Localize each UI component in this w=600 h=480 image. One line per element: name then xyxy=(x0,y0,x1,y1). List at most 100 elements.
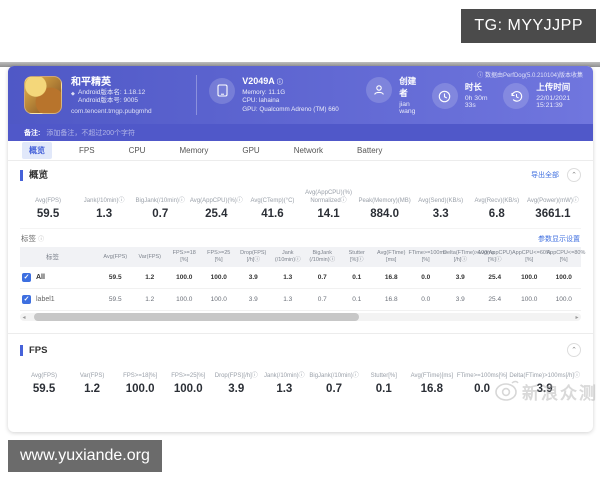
fps-stat-ftime-ge100: FTime>=100ms[%] 0.0 xyxy=(456,372,508,396)
collapse-overview-button[interactable]: ⌃ xyxy=(567,168,581,182)
scrollbar-thumb[interactable] xyxy=(34,313,360,321)
app-info: 和平精英 ◆ Android版本名: 1.18.12 Android版本号: 90… xyxy=(71,76,192,115)
fps-stat-delta-ftime: Delta(FTime)>100ms[/h]ⓘ 3.9 xyxy=(509,372,580,396)
col-avg-ftime: Avg(FTime) [ms] xyxy=(374,247,409,267)
stat-avg-send: Avg(Send)(KB/s) 3.3 xyxy=(418,197,464,221)
metric-tabs: 概览 FPS CPU Memory GPU Network Battery xyxy=(8,141,593,161)
tab-cpu[interactable]: CPU xyxy=(128,146,146,155)
tab-memory[interactable]: Memory xyxy=(179,146,209,155)
card-top-shadow xyxy=(0,62,600,67)
fps-stat-avg-ftime: Avg(FTime)[ms] 16.8 xyxy=(410,372,453,396)
label-info-icon[interactable]: ⓘ xyxy=(38,237,45,243)
label-stats-table: 标签 Avg(FPS) Var(FPS) FPS>=18 [%] FPS>=25[… xyxy=(20,247,585,311)
fps-stats-row: Avg(FPS) 59.5 Var(FPS) 1.2 FPS>=18[%] 100.0… xyxy=(20,365,581,396)
game-app-icon xyxy=(24,76,62,114)
creator-info: 创建者 jian wang xyxy=(366,75,418,115)
header-divider xyxy=(196,75,198,115)
phone-icon xyxy=(209,77,236,104)
table-row-all[interactable]: ✓ All 59.5 1.2 100.0 100.0 3.9 1.3 0.7 0.1 16.8 0.… xyxy=(20,267,581,289)
upload-time-value: 22/01/2021 15:21:39 xyxy=(536,95,571,109)
tab-fps[interactable]: FPS xyxy=(79,146,95,155)
stat-bigjank: BigJank(/10min)ⓘ 0.7 xyxy=(135,197,185,221)
fps-section-title: FPS xyxy=(20,344,47,356)
device-model: V2049A xyxy=(242,75,275,86)
col-delta-ftime: Delta(FTime)>100ms [/h]ⓘ xyxy=(443,247,495,267)
checkbox-label1[interactable]: ✓ xyxy=(22,295,31,304)
col-fps-ge25: FPS>=25 [%] xyxy=(201,247,236,267)
row-label: All xyxy=(36,274,45,281)
col-bigjank: BigJank (/10min)ⓘ xyxy=(305,247,340,267)
stat-avg-appcpu-normalized: Avg(AppCPU)(%) Normalizedⓘ 14.1 xyxy=(305,190,352,220)
fps-stat-var: Var(FPS) 1.2 xyxy=(79,372,105,396)
version-bullet-icon: ◆ xyxy=(71,90,75,97)
stat-jank: Jank(/10min)ⓘ 1.3 xyxy=(83,197,125,221)
device-info-icon[interactable]: ⓘ xyxy=(276,79,283,86)
device-gpu: GPU: Qualcomm Adreno (TM) 660 xyxy=(242,105,339,113)
clock-icon xyxy=(431,83,458,109)
fps-section: FPS ⌃ Avg(FPS) 59.5 Var(FPS) 1.2 FPS>=18[%… xyxy=(8,333,593,399)
app-package: com.tencent.tmgp.pubgmhd xyxy=(71,107,152,115)
scroll-right-icon[interactable]: ▸ xyxy=(575,314,579,321)
duration-info: 时长 0h 30m 33s xyxy=(431,81,489,109)
note-placeholder: 添加备注，不超过200个字符 xyxy=(46,129,136,137)
history-clock-icon xyxy=(503,83,530,109)
upload-time-label: 上传时间 xyxy=(536,82,571,92)
stat-avg-recv: Avg(Recv)(KB/s) 6.8 xyxy=(474,197,520,221)
col-drop-fps: Drop(FPS) [/h]ⓘ xyxy=(236,247,271,267)
creator-value: jian wang xyxy=(399,101,416,115)
col-avg-appcpu: Avg(AppCPU) [%]ⓘ xyxy=(477,247,512,267)
col-ftime-ge100: FTime>=100ms [%] xyxy=(408,247,447,267)
stat-peak-memory: Peak(Memory)(MB) 884.0 xyxy=(358,197,411,221)
table-row-label1[interactable]: ✓ label1 59.5 1.2 100.0 100.0 3.9 1.3 0.7 0.1 16.… xyxy=(20,288,581,311)
tab-gpu[interactable]: GPU xyxy=(242,146,260,155)
overview-section: 概览 导出全部 ⌃ Avg(FPS) 59.5 Jank(/10min)ⓘ 1.3 … xyxy=(8,161,593,325)
tab-battery[interactable]: Battery xyxy=(357,146,383,155)
note-row[interactable]: 备注: 添加备注，不超过200个字符 xyxy=(8,124,593,141)
site-watermark-badge: www.yuxiande.org xyxy=(8,440,162,472)
collapse-fps-button[interactable]: ⌃ xyxy=(567,343,581,357)
device-cpu: CPU: lahaina xyxy=(242,97,280,105)
tab-network[interactable]: Network xyxy=(293,146,324,155)
fps-stat-avg: Avg(FPS) 59.5 xyxy=(31,372,57,396)
overview-section-title: 概览 xyxy=(20,169,48,181)
device-memory: Memory: 11.1G xyxy=(242,88,286,96)
fps-stat-bigjank: BigJank(/10min)ⓘ 0.7 xyxy=(309,372,359,396)
app-version-name: Android版本名: 1.18.12 xyxy=(78,88,146,96)
col-appcpu-le60: AppCPU<=60% [%] xyxy=(512,247,551,267)
label-table-title: 标签 xyxy=(21,234,36,243)
duration-label: 时长 xyxy=(464,82,482,92)
app-version-code: Android版本号: 9005 xyxy=(78,97,138,104)
row-label: label1 xyxy=(36,296,55,303)
col-var-fps: Var(FPS) xyxy=(132,247,167,267)
param-display-settings-link[interactable]: 参数显示设置 xyxy=(538,235,580,243)
fps-stat-stutter: Stutter[%] 0.1 xyxy=(370,372,397,396)
note-label: 备注: xyxy=(24,129,41,137)
checkbox-all[interactable]: ✓ xyxy=(22,273,31,282)
user-icon xyxy=(366,77,393,103)
col-label: 标签 xyxy=(20,247,98,267)
table-header-row: 标签 Avg(FPS) Var(FPS) FPS>=18 [%] FPS>=25[… xyxy=(20,247,585,267)
col-appcpu-le80: AppCPU<=80% [%] xyxy=(546,247,585,267)
upload-info: 上传时间 22/01/2021 15:21:39 xyxy=(503,81,583,109)
fps-stat-ge18: FPS>=18[%] 100.0 xyxy=(123,372,158,396)
tab-overview[interactable]: 概览 xyxy=(22,142,52,159)
col-fps-ge18: FPS>=18 [%] xyxy=(167,247,202,267)
app-name: 和平精英 xyxy=(71,76,111,88)
table-horizontal-scrollbar[interactable]: ◂ ▸ xyxy=(20,313,581,321)
device-info: V2049A ⓘ Memory: 11.1G CPU: lahaina GPU:… xyxy=(209,76,352,115)
scroll-left-icon[interactable]: ◂ xyxy=(22,314,26,321)
fps-stat-jank: Jank(/10min)ⓘ 1.3 xyxy=(264,372,305,396)
stat-avg-fps: Avg(FPS) 59.5 xyxy=(35,197,61,221)
perfdog-version-info: ⓘ 数据由PerfDog(5.0.210104)版本收集 xyxy=(477,73,583,79)
col-jank: Jank (/10min)ⓘ xyxy=(270,247,305,267)
fps-stat-ge25: FPS>=25[%] 100.0 xyxy=(171,372,206,396)
report-header: 和平精英 ◆ Android版本名: 1.18.12 Android版本号: 90… xyxy=(8,66,593,124)
export-all-link[interactable]: 导出全部 xyxy=(531,172,559,179)
stat-avg-appcpu: Avg(AppCPU)(%)ⓘ 25.4 xyxy=(189,197,243,221)
col-stutter: Stutter [%]ⓘ xyxy=(339,247,374,267)
creator-label: 创建者 xyxy=(399,76,417,98)
overview-stats-row: Avg(FPS) 59.5 Jank(/10min)ⓘ 1.3 BigJank(/1… xyxy=(20,190,581,229)
duration-value: 0h 30m 33s xyxy=(464,95,488,109)
stat-avg-ctemp: Avg(CTemp)(°C) 41.6 xyxy=(250,197,295,221)
col-avg-fps: Avg(FPS) xyxy=(98,247,133,267)
